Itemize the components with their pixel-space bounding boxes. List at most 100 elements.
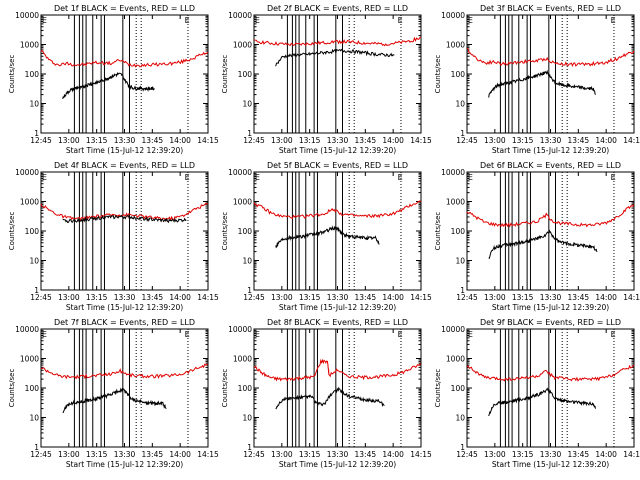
y-tick-label: 10000 — [228, 168, 252, 177]
chart-panel: Det 7f BLACK = Events, RED = LLD 12:45 13:… — [8, 318, 219, 469]
x-axis-label: Start Time (15-Jul-12 12:39:20) — [492, 460, 609, 469]
chart-title: Det 9f BLACK = Events, RED = LLD — [480, 318, 621, 327]
y-tick-label: 1000 — [20, 355, 39, 364]
flare-marker: E — [398, 173, 403, 182]
flare-marker: E — [255, 16, 260, 25]
x-tick-label: 13:00 — [58, 136, 80, 145]
x-tick-label: 13:30 — [327, 293, 349, 302]
y-tick-label: 1000 — [446, 41, 465, 50]
flare-marker: E — [398, 16, 403, 25]
y-tick-label: 10 — [455, 257, 465, 266]
y-axis-label: Counts/sec — [221, 369, 229, 408]
x-tick-label: 12:45 — [456, 293, 478, 302]
events-series-line — [488, 229, 598, 260]
x-tick-label: 13:15 — [299, 450, 321, 459]
x-tick-label: 13:30 — [540, 136, 562, 145]
x-tick-label: 13:00 — [271, 136, 293, 145]
x-tick-label: 13:00 — [58, 293, 80, 302]
flare-marker: E — [611, 173, 616, 182]
flare-marker: E — [398, 330, 403, 339]
y-tick-label: 1 — [247, 443, 252, 452]
plot-frame — [466, 14, 635, 134]
events-series-line — [275, 225, 380, 249]
y-tick-label: 10 — [29, 100, 39, 109]
x-tick-label: 14:15 — [197, 450, 219, 459]
flare-marker: E — [185, 16, 190, 25]
x-tick-label: 14:00 — [595, 450, 617, 459]
lld-series-line — [466, 204, 635, 228]
plot-frame — [253, 171, 422, 291]
chart-panel: Det 6f BLACK = Events, RED = LLD 12:45 13:… — [434, 161, 640, 312]
events-series-line — [275, 48, 395, 67]
chart-panel: Det 5f BLACK = Events, RED = LLD 12:45 13:… — [221, 161, 432, 312]
x-tick-label: 13:00 — [484, 450, 506, 459]
x-tick-label: 14:15 — [623, 293, 640, 302]
events-series-line — [62, 387, 167, 414]
x-tick-label: 13:30 — [114, 136, 136, 145]
chart-title: Det 4f BLACK = Events, RED = LLD — [54, 161, 195, 170]
x-axis-label: Start Time (15-Jul-12 12:39:20) — [279, 460, 396, 469]
chart-panel: Det 8f BLACK = Events, RED = LLD 12:45 13:… — [221, 318, 432, 469]
y-tick-label: 1 — [34, 129, 39, 138]
events-series-line — [488, 387, 597, 417]
plot-frame — [40, 171, 209, 291]
y-tick-label: 1 — [34, 443, 39, 452]
x-tick-label: 13:45 — [355, 136, 377, 145]
events-series-line — [62, 72, 155, 100]
y-tick-label: 10 — [455, 414, 465, 423]
y-tick-label: 10000 — [441, 11, 465, 20]
x-tick-label: 13:45 — [568, 450, 590, 459]
y-tick-label: 1 — [460, 129, 465, 138]
lld-series-line — [253, 200, 422, 220]
lld-series-line — [40, 202, 209, 222]
chart-panel: Det 9f BLACK = Events, RED = LLD 12:45 13:… — [434, 318, 640, 469]
x-tick-label: 13:00 — [271, 450, 293, 459]
y-tick-label: 1000 — [20, 41, 39, 50]
x-tick-label: 13:00 — [484, 136, 506, 145]
x-tick-label: 13:30 — [114, 450, 136, 459]
x-axis-label: Start Time (15-Jul-12 12:39:20) — [66, 460, 183, 469]
flare-marker: E — [468, 16, 473, 25]
y-tick-label: 10000 — [228, 325, 252, 334]
y-tick-label: 10000 — [15, 168, 39, 177]
x-tick-label: 13:15 — [86, 450, 108, 459]
chart-title: Det 3f BLACK = Events, RED = LLD — [480, 4, 621, 13]
x-tick-label: 13:15 — [512, 450, 534, 459]
plot-frame — [466, 328, 635, 448]
y-tick-label: 100 — [451, 227, 466, 236]
chart-title: Det 7f BLACK = Events, RED = LLD — [54, 318, 195, 327]
x-tick-label: 13:00 — [271, 293, 293, 302]
y-axis-label: Counts/sec — [221, 55, 229, 94]
flare-marker: E — [468, 330, 473, 339]
y-tick-label: 10000 — [15, 11, 39, 20]
y-axis-label: Counts/sec — [434, 369, 442, 408]
plot-frame — [253, 328, 422, 448]
chart-panel: Det 3f BLACK = Events, RED = LLD 12:45 13:… — [434, 4, 640, 155]
flare-marker: E — [185, 330, 190, 339]
flare-marker: E — [255, 173, 260, 182]
y-tick-label: 10000 — [15, 325, 39, 334]
y-tick-label: 1 — [247, 129, 252, 138]
x-tick-label: 13:30 — [114, 293, 136, 302]
x-tick-label: 12:45 — [243, 136, 265, 145]
y-axis-label: Counts/sec — [8, 212, 16, 251]
x-tick-label: 14:00 — [382, 136, 404, 145]
x-tick-label: 13:30 — [327, 136, 349, 145]
y-tick-label: 100 — [451, 384, 466, 393]
flare-marker: E — [42, 16, 47, 25]
x-axis-label: Start Time (15-Jul-12 12:39:20) — [492, 146, 609, 155]
flare-marker: E — [42, 330, 47, 339]
x-tick-label: 13:15 — [299, 136, 321, 145]
y-axis-label: Counts/sec — [434, 55, 442, 94]
x-tick-label: 12:45 — [456, 450, 478, 459]
x-tick-label: 13:15 — [512, 293, 534, 302]
x-tick-label: 13:30 — [540, 450, 562, 459]
y-tick-label: 1000 — [446, 198, 465, 207]
plot-frame — [40, 14, 209, 134]
lld-series-line — [40, 363, 209, 380]
x-tick-label: 13:00 — [58, 450, 80, 459]
lld-series-line — [40, 49, 209, 68]
x-tick-label: 13:45 — [142, 293, 164, 302]
y-tick-label: 100 — [25, 227, 40, 236]
y-tick-label: 1 — [247, 286, 252, 295]
